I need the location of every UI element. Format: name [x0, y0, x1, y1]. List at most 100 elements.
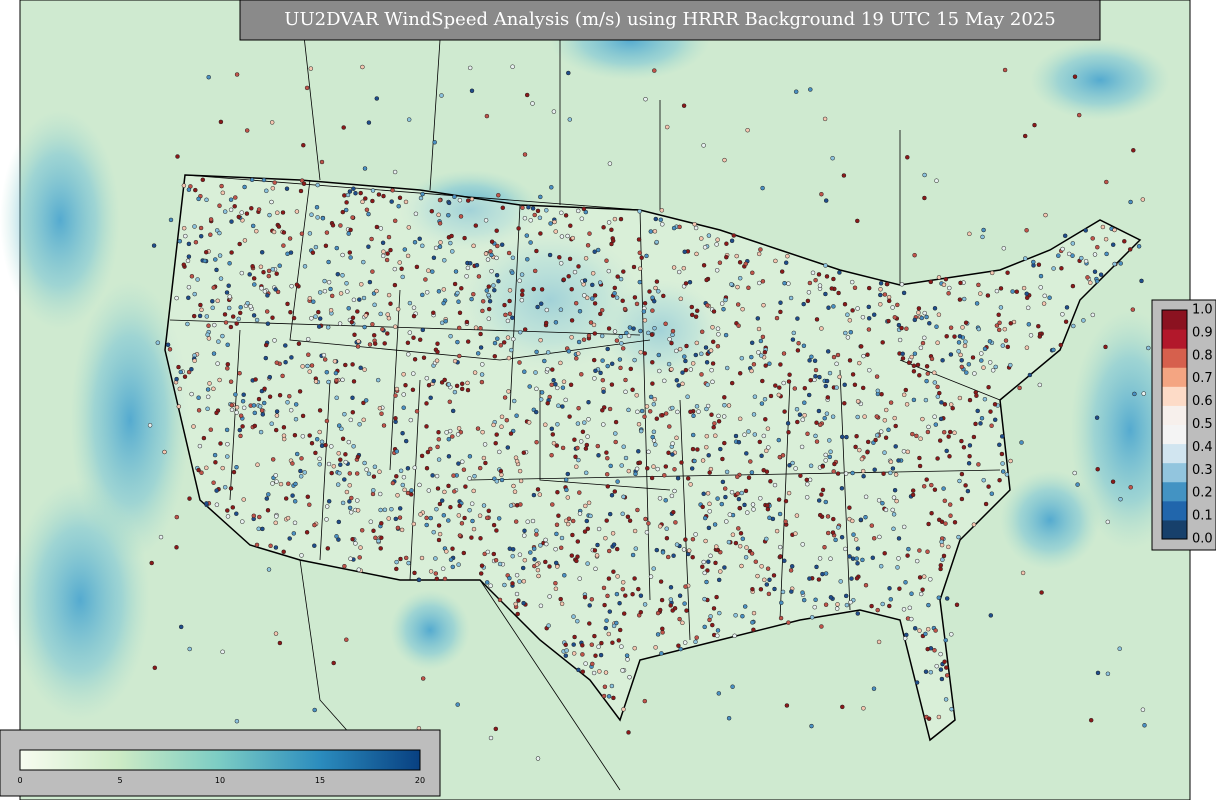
station [918, 591, 924, 597]
station [522, 327, 528, 332]
station [996, 327, 1002, 333]
station [604, 450, 609, 455]
station [663, 498, 668, 503]
station [459, 381, 465, 387]
station [520, 205, 525, 210]
station [866, 304, 872, 310]
station [196, 395, 201, 400]
station [431, 529, 436, 535]
station [219, 183, 224, 189]
station [516, 226, 521, 231]
station [890, 466, 896, 471]
station [582, 420, 587, 425]
station [997, 320, 1002, 326]
station [522, 533, 527, 538]
station [711, 606, 717, 611]
station [1103, 236, 1109, 242]
station [446, 483, 451, 489]
station [893, 423, 898, 429]
color-segment [1162, 424, 1187, 445]
station [690, 446, 696, 452]
station [938, 566, 943, 572]
station [450, 434, 455, 439]
station [288, 407, 294, 413]
station [340, 252, 345, 258]
station [502, 582, 507, 588]
station [740, 306, 745, 312]
station [585, 434, 590, 439]
right-colorbar: 0.00.10.20.30.40.50.60.70.80.91.0 [1161, 303, 1213, 547]
station [479, 563, 485, 568]
station [359, 528, 365, 533]
station [662, 378, 667, 384]
station [426, 268, 431, 273]
station [482, 551, 487, 557]
station [317, 429, 322, 435]
station [467, 454, 473, 459]
station [1024, 228, 1029, 233]
station [186, 295, 191, 301]
station [778, 309, 783, 315]
station [228, 486, 234, 491]
station [287, 536, 292, 541]
station [328, 307, 334, 313]
station [585, 561, 590, 566]
station [981, 227, 986, 233]
station [798, 473, 803, 478]
station [355, 508, 361, 513]
station [1088, 280, 1093, 285]
station [237, 370, 242, 376]
station [924, 477, 929, 482]
station [663, 464, 669, 469]
station [845, 335, 851, 340]
station [225, 514, 231, 519]
station [929, 510, 934, 516]
station [944, 448, 949, 454]
station [447, 428, 453, 434]
station [366, 244, 371, 249]
station [515, 611, 520, 617]
station [855, 546, 861, 551]
station [939, 539, 944, 545]
station [687, 279, 693, 285]
station [778, 615, 784, 621]
station [534, 528, 539, 533]
station [398, 468, 404, 474]
station [751, 610, 757, 616]
station [478, 331, 483, 337]
station [694, 404, 700, 409]
station [576, 405, 581, 411]
station [699, 372, 704, 377]
station [420, 327, 426, 333]
station [591, 670, 597, 676]
station [545, 366, 550, 372]
station [959, 438, 964, 444]
station [503, 312, 508, 318]
station [374, 224, 380, 230]
station [607, 511, 613, 517]
station [934, 324, 939, 329]
station [411, 305, 417, 310]
station [151, 243, 157, 248]
station [816, 272, 822, 277]
station [609, 382, 615, 387]
station [778, 362, 783, 367]
station [956, 349, 961, 354]
station [281, 549, 286, 555]
station [717, 610, 722, 616]
station [343, 459, 348, 465]
station [273, 287, 278, 292]
station [778, 554, 783, 559]
station [467, 65, 473, 71]
station [922, 195, 927, 201]
station [412, 239, 418, 245]
station [147, 423, 153, 428]
station [804, 477, 810, 483]
station [434, 576, 440, 582]
station [202, 258, 208, 264]
station [442, 489, 447, 495]
station [663, 411, 669, 416]
station [592, 249, 597, 254]
station [745, 510, 750, 515]
station [714, 544, 719, 549]
